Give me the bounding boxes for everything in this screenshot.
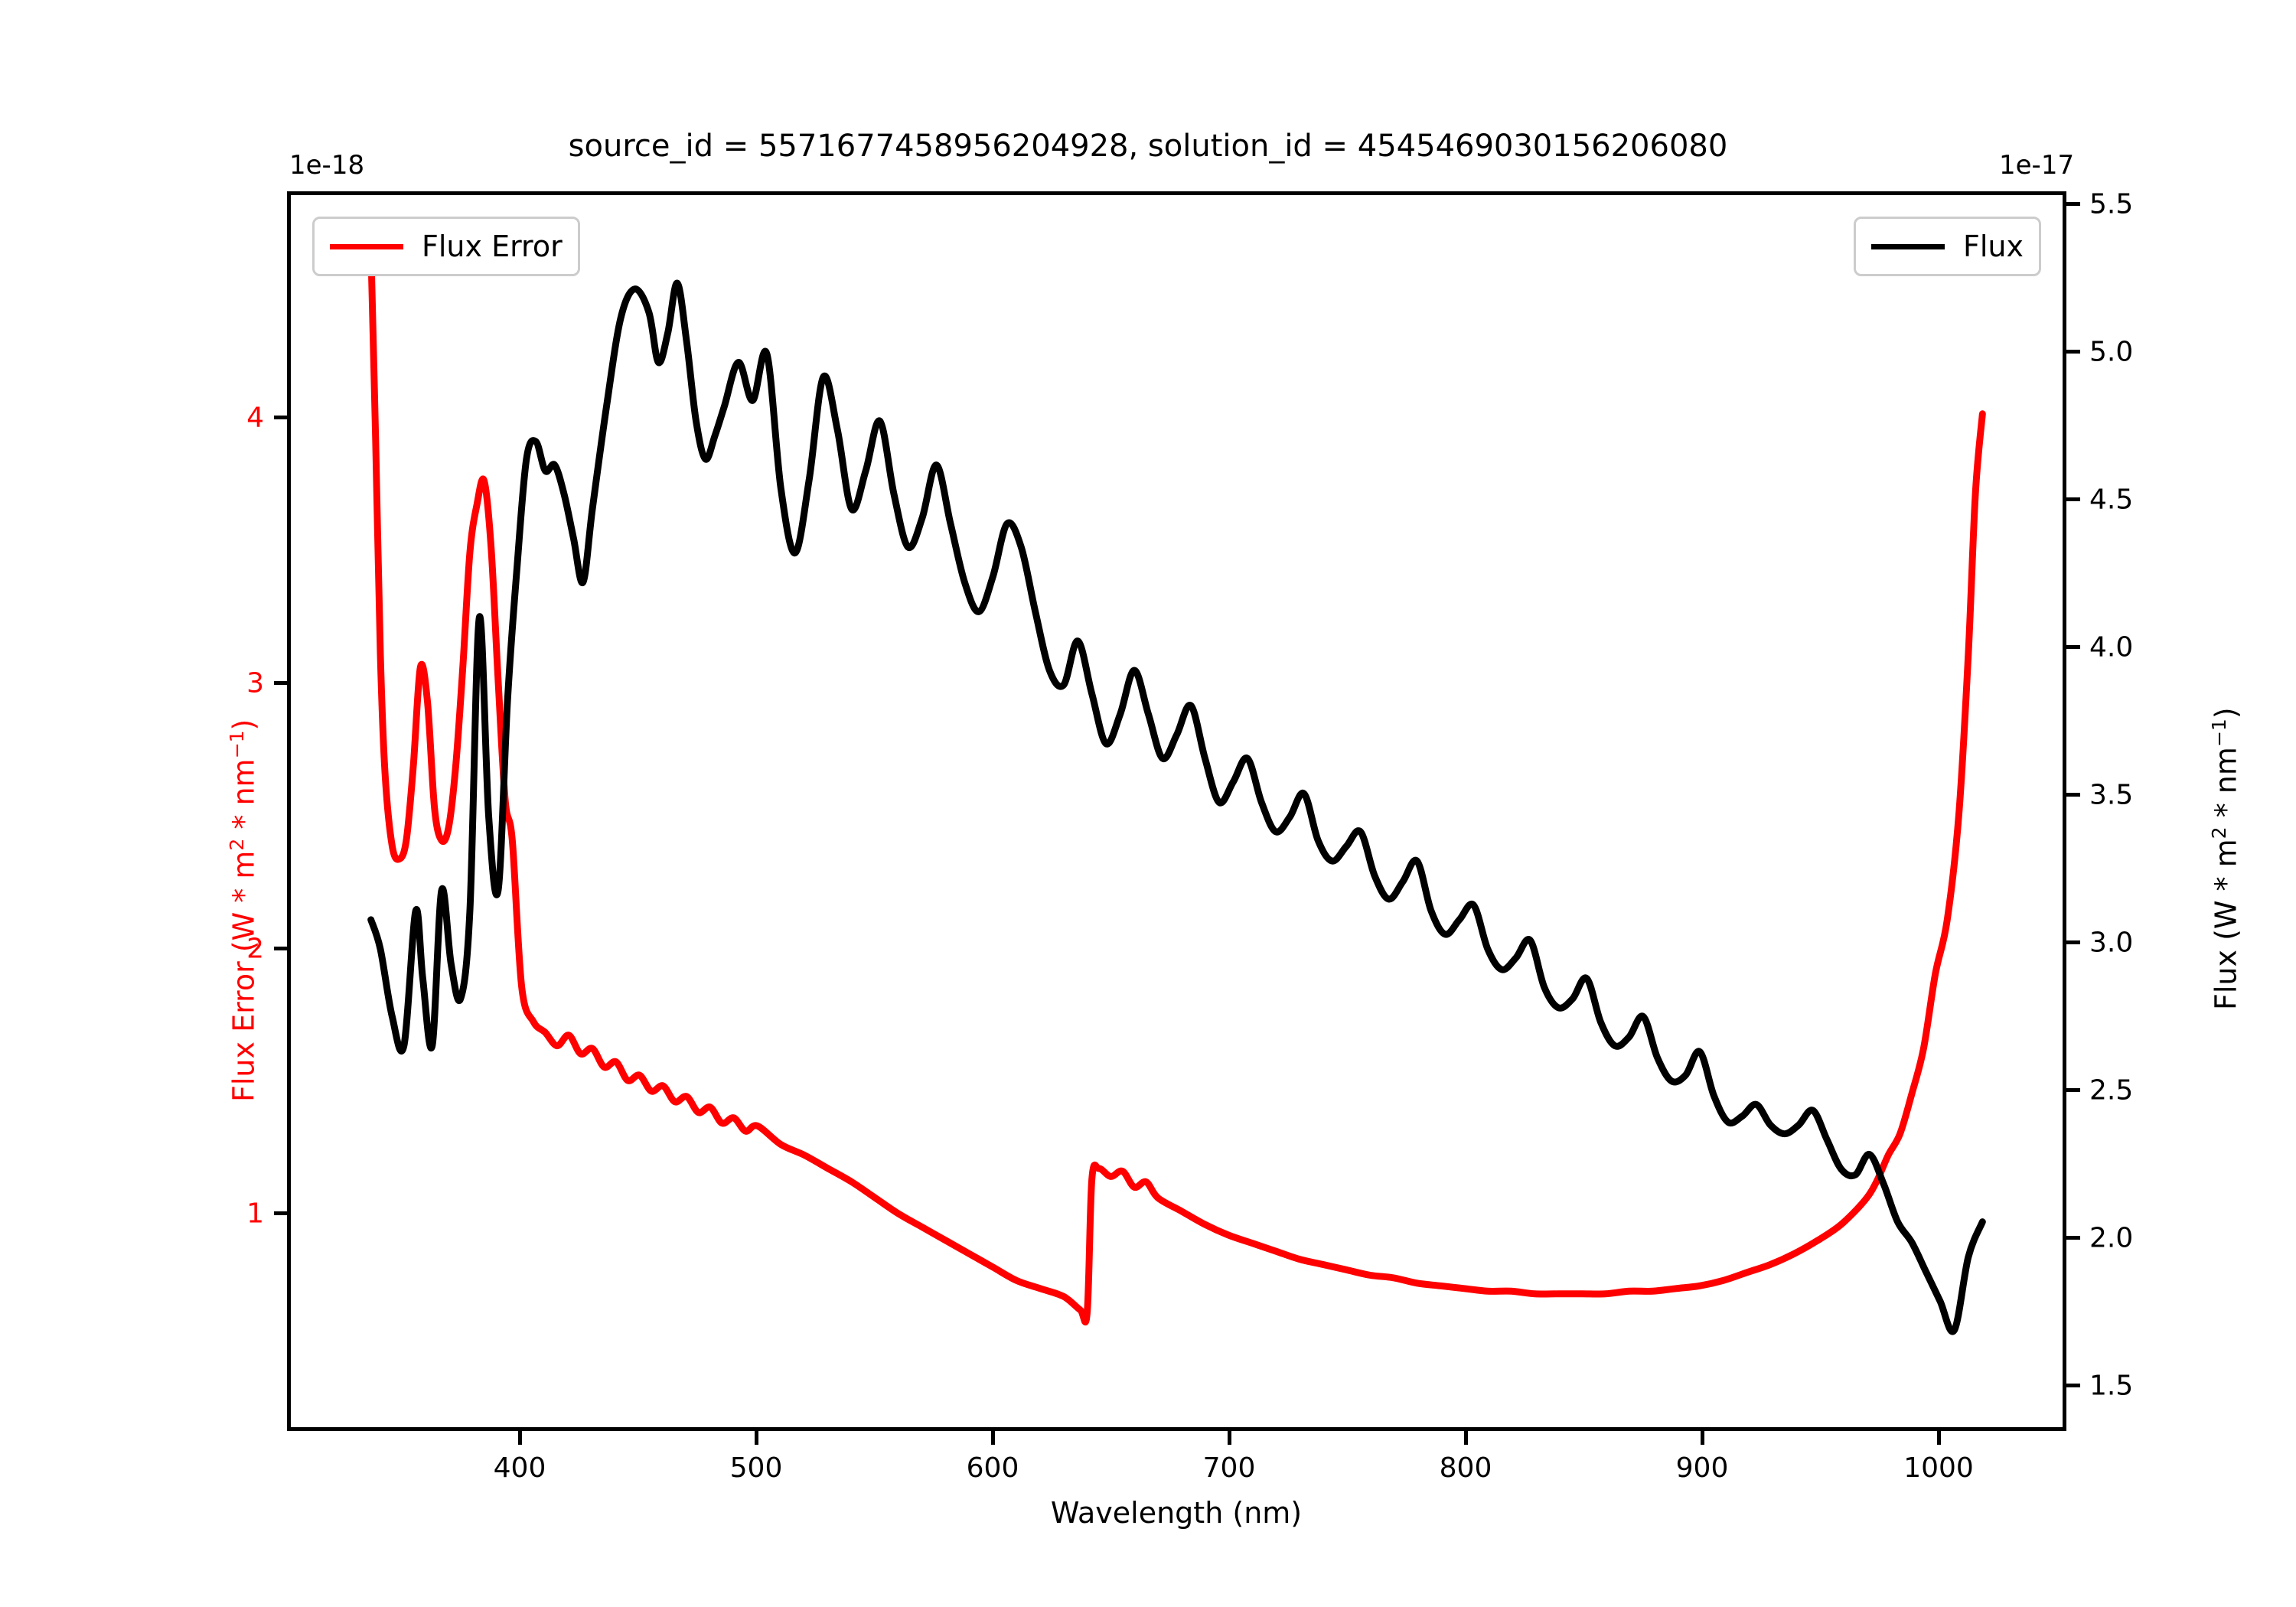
flux-line (367, 279, 1986, 1335)
right-tick-label-5.5: 5.5 (2089, 188, 2134, 220)
x-tick-mark-1000 (1937, 1431, 1941, 1445)
legend-flux-error[interactable]: Flux Error (312, 217, 580, 276)
x-tick-label-600: 600 (966, 1452, 1019, 1484)
left-y-axis-title: Flux Error (W * m2 * nm−1) (226, 719, 261, 1102)
right-axis-offset-label: 1e-17 (1999, 150, 2075, 181)
x-tick-mark-500 (755, 1431, 758, 1445)
x-tick-label-900: 900 (1675, 1452, 1729, 1484)
left-tick-label-2: 2 (246, 933, 264, 965)
flux-error-line (367, 245, 1986, 1325)
right-tick-label-5.0: 5.0 (2089, 336, 2134, 368)
right-tick-mark-3.0 (2066, 940, 2080, 944)
right-y-axis-title: Flux (W * m2 * nm−1) (2208, 707, 2243, 1010)
right-tick-label-3.5: 3.5 (2089, 779, 2134, 811)
right-tick-mark-2.5 (2066, 1088, 2080, 1092)
right-tick-label-1.5: 1.5 (2089, 1370, 2134, 1402)
right-tick-mark-5.5 (2066, 202, 2080, 206)
right-tick-label-2.0: 2.0 (2089, 1222, 2134, 1254)
left-tick-label-1: 1 (246, 1198, 264, 1230)
plot-area: Flux Error Flux (287, 191, 2066, 1431)
flux-error-series (367, 245, 1986, 1325)
legend-swatch-flux-error (330, 243, 403, 249)
x-tick-label-1000: 1000 (1903, 1452, 1974, 1484)
legend-label-flux: Flux (1963, 230, 2024, 263)
legend-label-flux-error: Flux Error (422, 230, 563, 263)
left-tick-mark-2 (274, 947, 288, 950)
page-title: source_id = 5571677458956204928, solutio… (568, 129, 1728, 164)
right-tick-label-3.0: 3.0 (2089, 927, 2134, 959)
right-tick-mark-1.5 (2066, 1384, 2080, 1387)
right-tick-mark-2.0 (2066, 1236, 2080, 1240)
legend-flux[interactable]: Flux (1854, 217, 2041, 276)
x-tick-label-400: 400 (493, 1452, 546, 1484)
x-tick-mark-700 (1228, 1431, 1231, 1445)
flux-series (367, 279, 1986, 1335)
x-tick-label-800: 800 (1439, 1452, 1492, 1484)
right-tick-label-4.0: 4.0 (2089, 631, 2134, 663)
right-tick-mark-5.0 (2066, 350, 2080, 354)
right-tick-mark-3.5 (2066, 793, 2080, 797)
legend-swatch-flux (1871, 243, 1945, 249)
x-tick-mark-400 (518, 1431, 522, 1445)
right-tick-label-2.5: 2.5 (2089, 1074, 2134, 1107)
x-tick-mark-900 (1701, 1431, 1704, 1445)
x-tick-mark-600 (991, 1431, 995, 1445)
x-axis-title: Wavelength (nm) (1050, 1496, 1303, 1530)
x-tick-label-700: 700 (1202, 1452, 1256, 1484)
right-tick-mark-4.5 (2066, 497, 2080, 501)
left-axis-offset-label: 1e-18 (289, 150, 365, 181)
right-tick-mark-4.0 (2066, 645, 2080, 649)
left-tick-label-4: 4 (246, 402, 264, 434)
left-tick-mark-1 (274, 1211, 288, 1215)
x-tick-label-500: 500 (729, 1452, 783, 1484)
right-tick-label-4.5: 4.5 (2089, 484, 2134, 516)
left-tick-mark-4 (274, 416, 288, 419)
spectrum-plot (367, 245, 1986, 1335)
x-tick-mark-800 (1464, 1431, 1468, 1445)
left-tick-label-3: 3 (246, 667, 264, 699)
left-tick-mark-3 (274, 681, 288, 685)
